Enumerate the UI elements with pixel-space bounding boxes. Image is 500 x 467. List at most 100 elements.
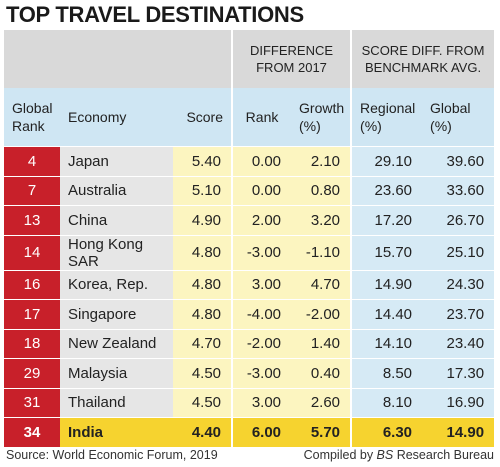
economy-cell: Singapore: [60, 299, 173, 329]
table-row: 29 Malaysia 4.50 -3.00 0.40 8.50 17.30: [4, 358, 495, 388]
global-cell: 23.70: [422, 299, 495, 329]
group-header-blank: [4, 30, 233, 88]
table-row: 14 Hong Kong SAR 4.80 -3.00 -1.10 15.70 25.10: [4, 234, 495, 270]
growth-cell: 1.40: [291, 328, 352, 359]
global-cell: 26.70: [422, 205, 495, 235]
table-row: 34 India 4.40 6.00 5.70 6.30 14.90: [4, 417, 495, 447]
global-cell: 25.10: [422, 234, 495, 270]
compiled-suffix: Research Bureau: [393, 448, 494, 462]
table-row: 16 Korea, Rep. 4.80 3.00 4.70 14.90 24.30: [4, 269, 495, 300]
rank-cell: 16: [4, 269, 60, 300]
col-header-growth: Growth (%): [291, 88, 352, 147]
source-note: Source: World Economic Forum, 2019: [6, 448, 218, 462]
rank-change-cell: -2.00: [231, 328, 292, 359]
column-header-row: Global Rank Economy Score Rank Growth (%…: [4, 88, 495, 147]
score-cell: 4.70: [173, 328, 233, 359]
growth-cell: 0.80: [291, 175, 352, 206]
col-header-global: Global (%): [422, 88, 495, 147]
global-cell: 14.90: [422, 417, 495, 447]
economy-cell: India: [60, 417, 173, 447]
economy-cell: Korea, Rep.: [60, 269, 173, 300]
regional-cell: 6.30: [350, 417, 423, 447]
score-cell: 4.90: [173, 205, 233, 235]
rank-change-cell: 0.00: [231, 146, 292, 176]
score-cell: 4.40: [173, 417, 233, 447]
score-cell: 5.10: [173, 175, 233, 206]
group-header-row: DIFFERENCE FROM 2017 SCORE DIFF. FROM BE…: [4, 30, 495, 88]
regional-cell: 14.10: [350, 328, 423, 359]
compiled-prefix: Compiled by: [303, 448, 377, 462]
rank-change-cell: 3.00: [231, 387, 292, 418]
col-header-score: Score: [173, 88, 233, 147]
regional-cell: 15.70: [350, 234, 423, 270]
global-cell: 23.40: [422, 328, 495, 359]
col-header-regional: Regional (%): [350, 88, 423, 147]
regional-cell: 29.10: [350, 146, 423, 176]
table-row: 13 China 4.90 2.00 3.20 17.20 26.70: [4, 205, 495, 235]
rank-change-cell: -3.00: [231, 358, 292, 388]
group-header-score-diff: SCORE DIFF. FROM BENCHMARK AVG.: [350, 30, 495, 88]
rank-cell: 14: [4, 234, 60, 270]
group-header-difference: DIFFERENCE FROM 2017: [231, 30, 352, 88]
economy-cell: China: [60, 205, 173, 235]
score-cell: 4.80: [173, 234, 233, 270]
global-cell: 39.60: [422, 146, 495, 176]
rank-cell: 18: [4, 328, 60, 359]
global-cell: 17.30: [422, 358, 495, 388]
growth-cell: 0.40: [291, 358, 352, 388]
rank-cell: 13: [4, 205, 60, 235]
col-header-rank: Rank: [231, 88, 292, 147]
rank-change-cell: 6.00: [231, 417, 292, 447]
travel-destinations-table: DIFFERENCE FROM 2017 SCORE DIFF. FROM BE…: [4, 30, 495, 447]
rank-change-cell: -3.00: [231, 234, 292, 270]
col-header-economy: Economy: [60, 88, 173, 147]
economy-cell: Malaysia: [60, 358, 173, 388]
economy-cell: New Zealand: [60, 328, 173, 359]
table-row: 31 Thailand 4.50 3.00 2.60 8.10 16.90: [4, 387, 495, 418]
rank-change-cell: -4.00: [231, 299, 292, 329]
regional-cell: 14.90: [350, 269, 423, 300]
rank-cell: 4: [4, 146, 60, 176]
growth-cell: 3.20: [291, 205, 352, 235]
global-cell: 16.90: [422, 387, 495, 418]
rank-cell: 34: [4, 417, 60, 447]
growth-cell: 5.70: [291, 417, 352, 447]
growth-cell: -1.10: [291, 234, 352, 270]
global-cell: 33.60: [422, 175, 495, 206]
table-body: 4 Japan 5.40 0.00 2.10 29.10 39.60 7 Australia 5.…: [4, 146, 495, 447]
score-cell: 4.50: [173, 387, 233, 418]
rank-change-cell: 0.00: [231, 175, 292, 206]
regional-cell: 8.50: [350, 358, 423, 388]
economy-cell: Japan: [60, 146, 173, 176]
compiled-bs: BS: [376, 448, 394, 462]
score-cell: 4.80: [173, 269, 233, 300]
rank-cell: 29: [4, 358, 60, 388]
global-cell: 24.30: [422, 269, 495, 300]
table-row: 17 Singapore 4.80 -4.00 -2.00 14.40 23.70: [4, 299, 495, 329]
table-row: 18 New Zealand 4.70 -2.00 1.40 14.10 23.40: [4, 328, 495, 359]
rank-change-cell: 3.00: [231, 269, 292, 300]
growth-cell: 4.70: [291, 269, 352, 300]
rank-cell: 31: [4, 387, 60, 418]
growth-cell: -2.00: [291, 299, 352, 329]
growth-cell: 2.10: [291, 146, 352, 176]
compiled-note: Compiled by BS Research Bureau: [304, 448, 494, 462]
regional-cell: 8.10: [350, 387, 423, 418]
rank-cell: 17: [4, 299, 60, 329]
table-row: 7 Australia 5.10 0.00 0.80 23.60 33.60: [4, 175, 495, 206]
economy-cell: Thailand: [60, 387, 173, 418]
growth-cell: 2.60: [291, 387, 352, 418]
table-title: TOP TRAVEL DESTINATIONS: [6, 2, 304, 27]
table-row: 4 Japan 5.40 0.00 2.10 29.10 39.60: [4, 146, 495, 176]
rank-cell: 7: [4, 175, 60, 206]
score-cell: 4.80: [173, 299, 233, 329]
rank-change-cell: 2.00: [231, 205, 292, 235]
score-cell: 4.50: [173, 358, 233, 388]
economy-cell: Hong Kong SAR: [60, 234, 173, 270]
regional-cell: 17.20: [350, 205, 423, 235]
col-header-global-rank: Global Rank: [4, 88, 60, 147]
economy-cell: Australia: [60, 175, 173, 206]
regional-cell: 14.40: [350, 299, 423, 329]
regional-cell: 23.60: [350, 175, 423, 206]
score-cell: 5.40: [173, 146, 233, 176]
